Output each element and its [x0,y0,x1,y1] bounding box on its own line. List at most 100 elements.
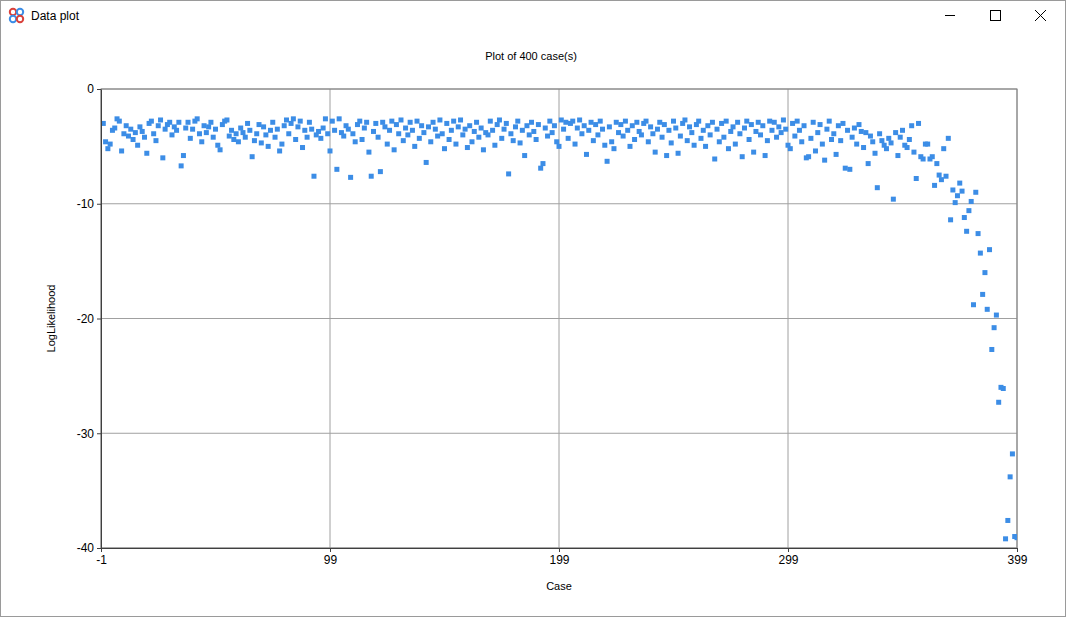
data-point [300,145,305,150]
data-point [213,127,218,132]
data-point [369,174,374,179]
data-point [989,347,994,352]
data-point [174,128,179,133]
data-point [144,151,149,156]
data-point [962,215,967,220]
data-point [282,123,287,128]
close-button[interactable] [1035,10,1046,21]
data-point [348,175,353,180]
data-point [733,142,738,147]
tick-mark [97,319,101,320]
data-point [566,136,571,141]
data-point [522,153,527,158]
data-point [886,136,891,141]
data-point [664,153,669,158]
app-icon [10,9,23,22]
data-point [634,120,639,125]
data-point [513,124,518,129]
data-point [309,127,314,132]
data-point [179,163,184,168]
data-point [660,135,665,140]
tick-mark [1017,548,1018,552]
data-point [662,122,667,127]
data-point [550,130,555,135]
data-point [197,131,202,136]
data-point [925,142,930,147]
data-point [273,135,278,140]
data-point [820,142,825,147]
minimize-button[interactable] [945,15,955,16]
window-title: Data plot [31,9,80,23]
data-point [579,131,584,136]
data-point [224,117,229,122]
data-point [1010,451,1015,456]
data-point [410,128,415,133]
data-point [914,176,919,181]
data-point [909,123,914,128]
data-point [893,130,898,135]
data-point [930,154,935,159]
data-point [632,137,637,142]
tick-mark [97,433,101,434]
data-point [776,124,781,129]
data-point [392,147,397,152]
data-point [151,131,156,136]
data-point [824,127,829,132]
data-point [188,136,193,141]
data-point [671,119,676,124]
data-point [611,146,616,151]
data-point [458,117,463,122]
data-point [666,128,671,133]
data-point [806,154,811,159]
data-point [685,138,690,143]
data-point [261,124,266,129]
data-point [687,124,692,129]
data-point [831,131,836,136]
data-point [1015,535,1018,540]
data-point [453,142,458,147]
data-point [408,120,413,125]
data-point [648,124,653,129]
data-point [307,120,312,125]
data-point [211,135,216,140]
data-point [653,150,658,155]
tick-mark [97,204,101,205]
data-point [403,126,408,131]
data-point [195,116,200,121]
data-point [790,121,795,126]
data-point [1003,536,1008,541]
data-point [341,134,346,139]
maximize-button[interactable] [991,11,1001,21]
data-point [758,132,763,137]
tick-mark [330,548,331,552]
data-point [499,136,504,141]
data-point [710,120,715,125]
data-point [536,122,541,127]
tick: -40 [77,541,101,555]
plot-frame [101,89,1017,548]
data-point [252,138,257,143]
data-point [563,120,568,125]
data-point [911,150,916,155]
data-point [240,130,245,135]
data-point [291,116,296,121]
data-point [279,142,284,147]
data-point [124,123,129,128]
data-point [756,120,761,125]
grid-line [101,433,1017,434]
data-point [840,121,845,126]
data-point [334,167,339,172]
data-point [765,138,770,143]
data-point [797,128,802,133]
data-point [176,120,181,125]
data-point [625,128,630,133]
data-point [382,124,387,129]
x-axis-title: Case [546,580,572,592]
data-point [960,189,965,194]
data-point [389,119,394,124]
data-point [856,122,861,127]
data-point [941,146,946,151]
data-point [415,119,420,124]
data-point [827,119,832,124]
data-point [126,134,131,139]
